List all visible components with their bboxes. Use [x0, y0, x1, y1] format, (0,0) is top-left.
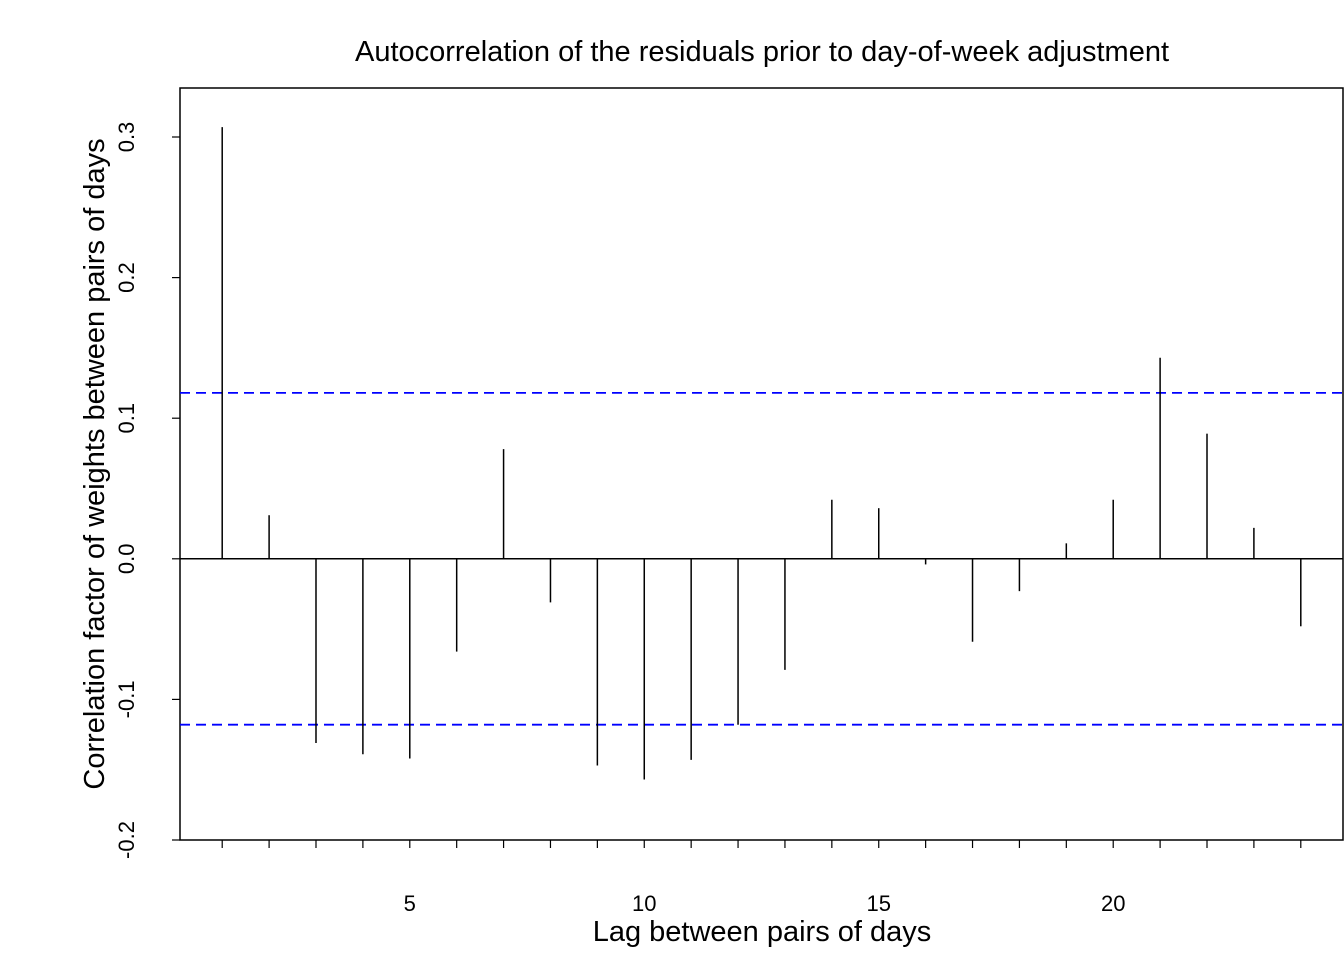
x-axis: 5 10 15 20 — [221, 840, 1302, 916]
y-axis-label: Correlation factor of weights between pa… — [79, 138, 111, 789]
y-tick-label: -0.1 — [114, 680, 139, 718]
x-tick-label: 20 — [1101, 891, 1125, 916]
y-tick-label: -0.2 — [114, 821, 139, 859]
plot-frame — [179, 87, 1344, 841]
acf-bars-layer — [221, 127, 1302, 780]
chart-title: Autocorrelation of the residuals prior t… — [355, 36, 1169, 68]
x-tick-label: 10 — [632, 891, 656, 916]
x-axis-label: Lag between pairs of days — [593, 916, 932, 948]
y-tick-label: 0.1 — [114, 403, 139, 434]
y-tick-label: 0.3 — [114, 122, 139, 153]
y-tick-label: 0.0 — [114, 544, 139, 575]
y-axis: -0.2 -0.1 0.0 0.1 0.2 0.3 — [114, 122, 180, 859]
x-tick-label: 5 — [404, 891, 416, 916]
y-tick-label: 0.2 — [114, 262, 139, 293]
x-tick-label: 15 — [866, 891, 890, 916]
confidence-bounds-layer — [180, 391, 1343, 726]
